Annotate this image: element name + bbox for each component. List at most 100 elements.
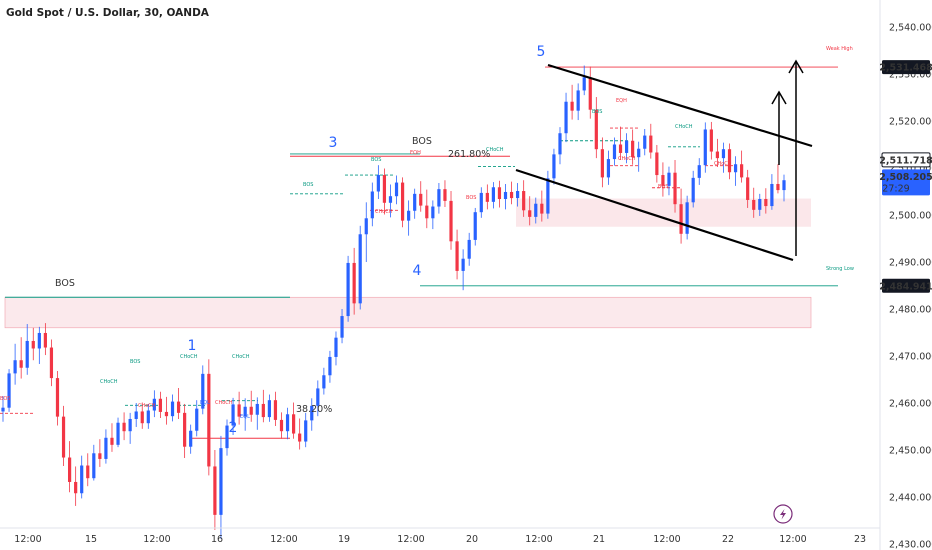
- candle: [606, 150, 611, 185]
- x-axis[interactable]: 12:00 15 12:00 16 12:00 19 12:00 20 12:00 21 12:00…: [0, 527, 880, 545]
- candle-body: [649, 135, 653, 153]
- candle: [267, 394, 271, 422]
- candle: [170, 394, 175, 422]
- price-tag-value: 2,484.941: [879, 281, 932, 292]
- candle-body: [7, 373, 11, 408]
- x-tick-label: 22: [722, 534, 734, 545]
- candle-body: [158, 398, 163, 412]
- candle: [455, 229, 459, 280]
- price-tag-bg: [882, 60, 930, 75]
- price-tag-value: 2,531.468: [879, 63, 932, 74]
- candle-body: [292, 414, 296, 434]
- candle-body: [655, 152, 659, 176]
- candle: [582, 65, 586, 96]
- x-tick-label: 12:00: [397, 534, 424, 545]
- candle-body: [431, 206, 435, 219]
- candle-body: [364, 218, 368, 235]
- candle-body: [534, 203, 538, 217]
- eqh-tag: EQH: [616, 98, 627, 104]
- channel: [515, 59, 813, 262]
- candle: [61, 405, 66, 466]
- choch-tag: CHoCH: [375, 209, 393, 215]
- candle-body: [207, 373, 211, 467]
- candle: [80, 455, 84, 499]
- wave-label-2: 2: [229, 420, 238, 436]
- bos-tag: BOS: [303, 182, 313, 188]
- candle: [183, 403, 187, 458]
- candle-body: [624, 140, 629, 153]
- candle-body: [110, 437, 114, 445]
- choch-tag: CHoCH: [618, 156, 636, 162]
- candle-body: [261, 403, 265, 418]
- candle-body: [140, 411, 144, 424]
- candle-body: [98, 453, 102, 459]
- candle: [128, 412, 132, 444]
- candle-body: [425, 205, 429, 219]
- candle-body: [1, 407, 5, 412]
- candle: [691, 170, 695, 208]
- candle-body: [316, 388, 320, 406]
- candle-body: [170, 401, 175, 417]
- candle-body: [643, 135, 647, 149]
- candle: [86, 453, 90, 487]
- fib-38-label: 38.20%: [296, 404, 332, 415]
- candle-body: [80, 465, 84, 494]
- candle: [733, 156, 738, 186]
- y-tick-label: 2,540.000: [889, 23, 932, 34]
- candle-body: [576, 90, 580, 111]
- candle-body: [61, 416, 66, 458]
- candle: [752, 187, 756, 218]
- candle: [631, 129, 635, 165]
- eql-tag: EQL: [240, 414, 250, 420]
- candle: [92, 444, 96, 481]
- lightning-icon[interactable]: [773, 504, 793, 524]
- candle-body: [134, 411, 138, 419]
- x-tick-label: 12:00: [270, 534, 297, 545]
- bos-tag: BOS: [592, 109, 602, 115]
- candle-body: [31, 340, 35, 349]
- candle: [546, 170, 550, 219]
- candle-body: [552, 154, 556, 179]
- candle-body: [13, 360, 17, 374]
- bos-tag: BOS: [658, 184, 668, 190]
- candle: [661, 162, 665, 197]
- structure-lines: [0, 66, 838, 439]
- candle: [237, 391, 241, 425]
- candle: [116, 417, 120, 448]
- x-tick-label: 16: [211, 534, 223, 545]
- candle-body: [564, 101, 568, 134]
- candle: [673, 160, 677, 213]
- x-tick-label: 12:00: [779, 534, 806, 545]
- y-axis[interactable]: 2,540.0002,530.0002,520.0002,510.0002,50…: [879, 0, 932, 550]
- candle-body: [455, 241, 459, 271]
- price-tag: 2,531.468: [879, 60, 932, 75]
- candle-body: [612, 144, 617, 160]
- candle-body: [25, 340, 29, 368]
- price-tag-bg: [882, 169, 930, 196]
- bos-label-3: BOS: [412, 136, 432, 147]
- candle-body: [255, 403, 259, 415]
- candle: [534, 197, 538, 224]
- candle: [98, 439, 102, 467]
- candle-body: [558, 133, 562, 155]
- candle: [310, 398, 314, 431]
- candle: [407, 200, 411, 236]
- candle: [74, 466, 78, 506]
- candle: [13, 343, 17, 385]
- candle: [564, 92, 568, 143]
- candle: [497, 180, 502, 208]
- candle: [25, 324, 29, 375]
- candle: [400, 177, 405, 228]
- candle: [618, 126, 623, 161]
- candle: [213, 450, 217, 530]
- wave-label-1: 1: [188, 338, 197, 354]
- candle: [764, 188, 768, 214]
- y-tick-label: 2,480.000: [889, 305, 932, 316]
- candle-body: [334, 337, 338, 357]
- candle-body: [637, 148, 641, 158]
- candle-body: [467, 239, 471, 259]
- candle: [709, 121, 713, 160]
- candle-body: [231, 404, 235, 426]
